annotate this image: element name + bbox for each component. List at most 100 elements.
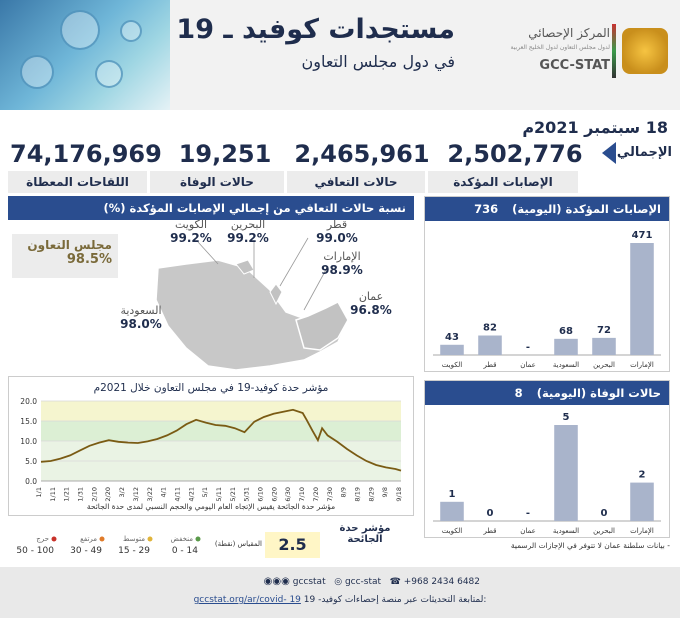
- x-tick-13: 5/11: [215, 487, 223, 502]
- logo-subtitle: لدول مجلس التعاون لدول الخليج العربية: [510, 44, 611, 51]
- x-tick-2: 1/21: [63, 487, 71, 502]
- severity-band-1: [41, 421, 401, 441]
- whatsapp-handle[interactable]: gcc-stat: [344, 577, 382, 587]
- cases-category-1: البحرين: [593, 361, 615, 369]
- cases-value-0: 471: [632, 230, 653, 241]
- x-tick-25: 9/8: [381, 487, 389, 497]
- x-tick-18: 6/30: [284, 487, 292, 502]
- logo-divider: [612, 24, 616, 78]
- x-tick-9: 4/1: [160, 487, 168, 497]
- x-tick-4: 2/10: [90, 487, 98, 502]
- deaths-label: حالات الوفاة: [150, 171, 284, 193]
- x-tick-17: 6/20: [270, 487, 278, 502]
- x-tick-22: 8/9: [340, 487, 348, 497]
- x-tick-0: 1/1: [35, 487, 43, 497]
- total-arrow-icon: [602, 142, 616, 164]
- deaths-category-4: قطر: [483, 527, 497, 535]
- x-tick-3: 1/31: [77, 487, 85, 502]
- deaths-category-3: عمان: [520, 527, 536, 535]
- severity-index-title: مؤشر حدة كوفيد-19 في مجلس التعاون خلال 2…: [94, 382, 329, 394]
- cases-bar-2: [554, 338, 578, 355]
- severity-level-range-3: 50 - 100: [16, 546, 54, 556]
- x-tick-21: 7/30: [326, 487, 334, 502]
- severity-index-panel: مؤشر حدة كوفيد-19 في مجلس التعاون خلال 2…: [8, 376, 414, 516]
- logo-english-name: GCC-STAT: [539, 58, 610, 73]
- daily-deaths-title: حالات الوفاة (اليومية): [536, 386, 661, 400]
- x-tick-11: 4/21: [187, 487, 195, 502]
- severity-level-range-2: 30 - 49: [70, 546, 102, 556]
- total-vaccines: 74,176,969: [10, 140, 162, 168]
- total-label: الإجمالي: [616, 145, 672, 160]
- total-recovered: 2,465,961: [294, 140, 430, 168]
- severity-level-dot-2: [99, 536, 105, 542]
- covid-platform-link[interactable]: gccstat.org/ar/covid- 19: [193, 595, 301, 605]
- map-label-kuwait: الكويت 99.2%: [170, 218, 212, 245]
- cases-category-3: عمان: [520, 361, 536, 369]
- daily-deaths-chart: 2 الإمارات 0 البحرين 5 السعودية - عمان 0 قطر 1 الكو…: [433, 412, 661, 535]
- recovered-label: حالات التعافي: [287, 171, 425, 193]
- daily-deaths-total: 8: [514, 386, 523, 400]
- x-tick-7: 3/12: [132, 487, 140, 502]
- y-tick-4: 20.0: [20, 397, 37, 406]
- severity-value: 2.5: [265, 532, 320, 558]
- x-tick-20: 7/20: [312, 487, 320, 502]
- deaths-bar-5: [440, 501, 464, 521]
- recovery-map-panel: نسبة حالات التعافي من إجمالي الإصابات ال…: [8, 196, 414, 371]
- severity-scale-label: المقياس (نقطة): [214, 540, 262, 548]
- x-tick-19: 7/10: [298, 487, 306, 502]
- virus-illustration: [0, 0, 170, 110]
- gcc-label: مجلس التعاون: [27, 238, 112, 252]
- recovery-map-title: نسبة حالات التعافي من إجمالي الإصابات ال…: [8, 196, 414, 220]
- cases-category-2: السعودية: [553, 361, 579, 369]
- deaths-value-1: 0: [601, 508, 608, 519]
- x-tick-8: 3/22: [146, 487, 154, 502]
- y-tick-3: 15.0: [20, 417, 37, 426]
- map-label-uae: الإمارات 98.9%: [321, 250, 363, 277]
- daily-cases-total: 736: [474, 202, 499, 216]
- footer-link-text: لمتابعة التحديثات عبر منصة إحصاءات كوفيد…: [303, 595, 487, 605]
- severity-level-name-0: منخفض: [171, 535, 194, 543]
- x-tick-10: 4/11: [173, 487, 181, 502]
- x-tick-16: 6/10: [257, 487, 265, 502]
- deaths-category-0: الإمارات: [630, 527, 654, 535]
- social-handle[interactable]: gccstat: [292, 577, 326, 587]
- severity-legend: منخفض 0 - 14 متوسط 15 - 29 مرتفع 30 - 49 حرج 50…: [8, 520, 414, 558]
- deaths-bar-2: [554, 425, 578, 521]
- severity-band-0: [41, 401, 401, 421]
- severity-level-dot-0: [195, 536, 201, 542]
- deaths-value-2: 5: [563, 412, 570, 423]
- severity-level-range-0: 0 - 14: [172, 546, 198, 556]
- gcc-emblem-icon: [622, 28, 668, 74]
- total-confirmed: 2,502,776: [447, 140, 583, 168]
- page-subtitle: في دول مجلس التعاون: [301, 52, 455, 71]
- cases-bar-1: [592, 337, 616, 355]
- cases-bar-4: [478, 335, 502, 355]
- severity-level-range-1: 15 - 29: [118, 546, 150, 556]
- deaths-category-2: السعودية: [553, 527, 579, 535]
- severity-level-name-2: مرتفع: [80, 535, 97, 543]
- gcc-value: 98.5%: [66, 252, 112, 267]
- x-tick-5: 2/20: [104, 487, 112, 502]
- cases-value-5: 43: [445, 332, 459, 343]
- gcc-map: [155, 237, 349, 371]
- x-tick-15: 5/31: [243, 487, 251, 502]
- phone-number[interactable]: +968 2434 6482: [403, 577, 480, 587]
- report-date: 18 سبتمبر 2021م: [522, 118, 668, 137]
- deaths-bar-0: [630, 482, 654, 521]
- daily-cases-panel: الإصابات المؤكدة (اليومية) 736 471 الإمار…: [424, 196, 670, 372]
- oman-data-note: - بيانات سلطنة عمان لا تتوفر في الإجازات…: [510, 541, 670, 550]
- deaths-value-4: 0: [487, 508, 494, 519]
- logo-arabic-name: المركز الإحصائي: [528, 26, 610, 40]
- severity-level-name-3: حرج: [36, 535, 49, 543]
- severity-index-chart: مؤشر حدة كوفيد-19 في مجلس التعاون خلال 2…: [20, 382, 403, 511]
- cases-value-1: 72: [597, 325, 611, 336]
- x-tick-24: 8/29: [367, 487, 375, 502]
- cases-value-3: -: [526, 342, 530, 353]
- y-tick-2: 10.0: [20, 437, 37, 446]
- qatar-shape: [269, 283, 283, 306]
- severity-level-dot-1: [147, 536, 153, 542]
- footer-contacts: ◉◉◉ gccstat ◎ gcc-stat ☎ +968 2434 6482: [200, 576, 480, 587]
- daily-deaths-header: حالات الوفاة (اليومية) 8: [425, 381, 669, 405]
- severity-level-name-1: متوسط: [123, 535, 145, 543]
- gcc-stat-logo: المركز الإحصائي لدول مجلس التعاون لدول ا…: [468, 22, 668, 82]
